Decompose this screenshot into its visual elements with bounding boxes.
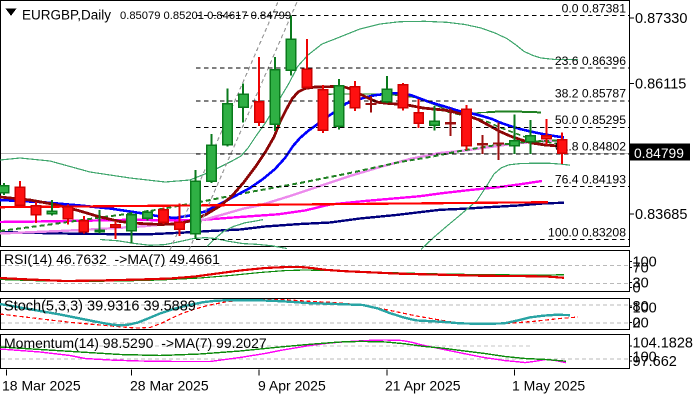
svg-text:21 Apr 2025: 21 Apr 2025 bbox=[385, 378, 461, 394]
svg-text:97.662: 97.662 bbox=[633, 354, 677, 370]
svg-text:104.1828: 104.1828 bbox=[633, 336, 693, 352]
svg-text:38.2 0.85787: 38.2 0.85787 bbox=[555, 87, 626, 101]
svg-text:50.0 0.85295: 50.0 0.85295 bbox=[555, 113, 626, 127]
svg-text:18 Mar 2025: 18 Mar 2025 bbox=[2, 378, 81, 394]
svg-text:0.0 0.87381: 0.0 0.87381 bbox=[562, 1, 627, 15]
svg-text:Momentum(14) 98.5290 ->MA(7): Momentum(14) 98.5290 ->MA(7) 99.2027 bbox=[4, 335, 267, 351]
svg-text:9 Apr 2025: 9 Apr 2025 bbox=[258, 378, 326, 394]
svg-text:100: 100 bbox=[633, 350, 657, 366]
svg-text:0: 0 bbox=[633, 281, 641, 297]
svg-text:70: 70 bbox=[633, 260, 649, 276]
svg-text:80: 80 bbox=[633, 299, 649, 315]
svg-text:100.0 0.83208: 100.0 0.83208 bbox=[548, 225, 626, 239]
svg-text:61.8 0.84802: 61.8 0.84802 bbox=[555, 140, 626, 154]
svg-text:100: 100 bbox=[633, 255, 657, 271]
svg-text:23.6 0.86396: 23.6 0.86396 bbox=[555, 54, 626, 68]
svg-text:0.85079 0.85201 0.84617 0.8479: 0.85079 0.85201 0.84617 0.84799 bbox=[120, 10, 291, 22]
svg-text:76.4 0.84193: 76.4 0.84193 bbox=[555, 172, 626, 186]
svg-text:0.83685: 0.83685 bbox=[635, 207, 687, 223]
svg-text:28 Mar 2025: 28 Mar 2025 bbox=[130, 378, 209, 394]
svg-text:20: 20 bbox=[633, 315, 649, 331]
svg-text:0.87330: 0.87330 bbox=[635, 11, 687, 27]
svg-text:0.86115: 0.86115 bbox=[635, 76, 686, 92]
svg-text:1 May 2025: 1 May 2025 bbox=[512, 378, 585, 394]
svg-text:Stoch(5,3,3) 39.9316 39.5889: Stoch(5,3,3) 39.9316 39.5889 bbox=[4, 299, 196, 315]
svg-text:0: 0 bbox=[633, 316, 641, 332]
svg-text:100: 100 bbox=[633, 301, 657, 317]
svg-text:30: 30 bbox=[633, 276, 649, 292]
svg-text:0.84799: 0.84799 bbox=[634, 146, 684, 161]
svg-text:RSI(14) 46.7632 ->MA(7) 49.46: RSI(14) 46.7632 ->MA(7) 49.4661 bbox=[4, 251, 220, 267]
svg-text:EURGBP,Daily: EURGBP,Daily bbox=[22, 8, 111, 23]
